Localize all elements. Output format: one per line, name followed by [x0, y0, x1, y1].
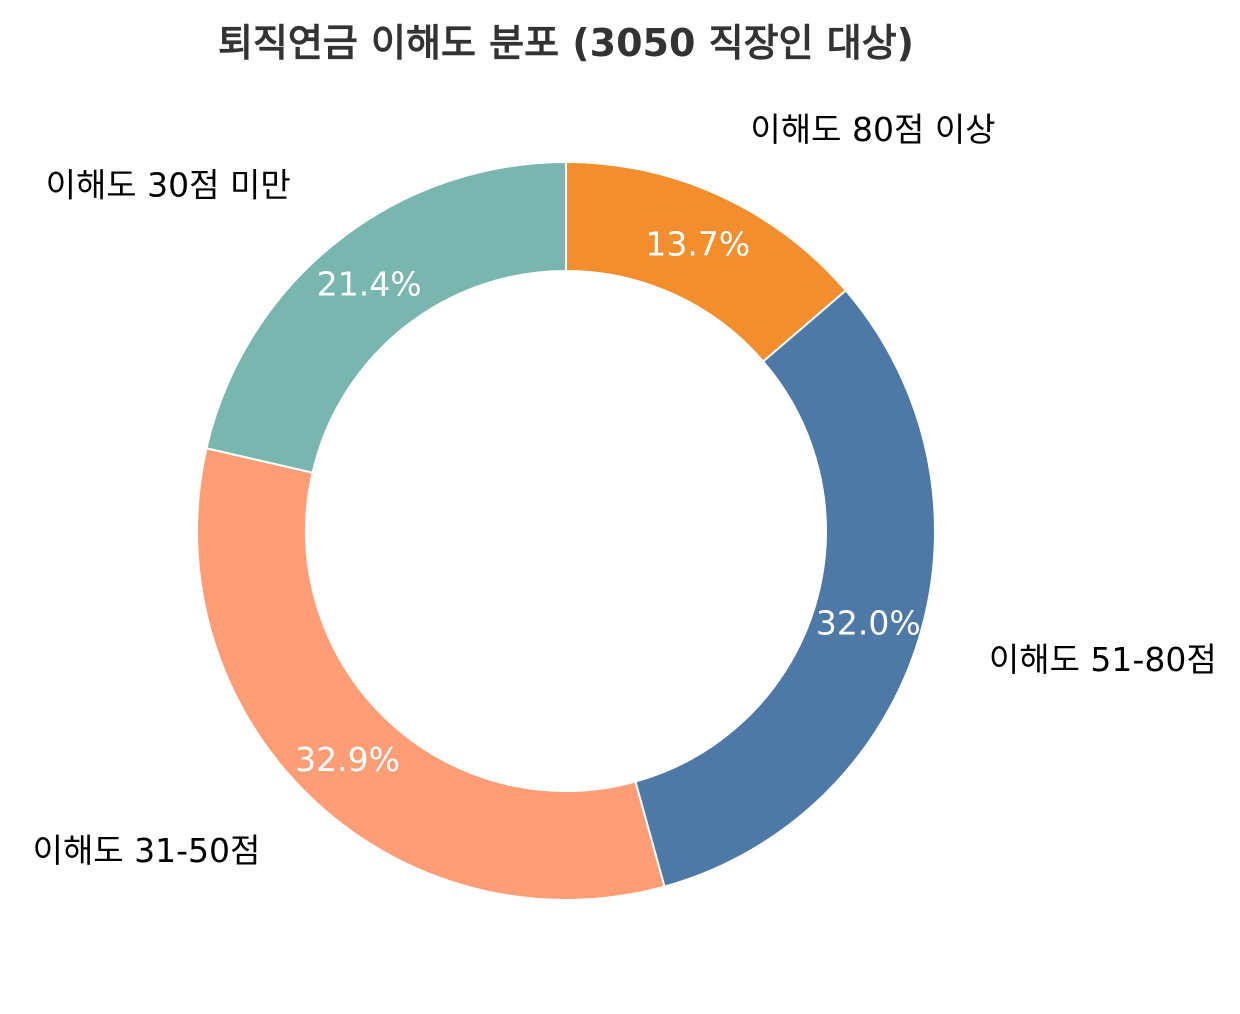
category-label-4: 이해도 30점 미만 [46, 166, 291, 205]
donut-slice-4 [205, 160, 567, 474]
category-label-2: 이해도 51-80점 [989, 640, 1217, 679]
donut-slice-3 [196, 447, 666, 901]
percent-label-2: 32.0% [816, 603, 921, 642]
category-label-3: 이해도 31-50점 [33, 831, 261, 870]
percent-label-4: 21.4% [317, 264, 422, 303]
chart-title: 퇴직연금 이해도 분포 (3050 직장인 대상) [218, 21, 914, 65]
percent-label-1: 13.7% [645, 224, 750, 263]
percent-label-3: 32.9% [295, 740, 400, 779]
slices-group [196, 160, 936, 901]
category-label-1: 이해도 80점 이상 [750, 110, 995, 149]
donut-slice-2 [634, 289, 936, 888]
percent-labels-group: 13.7% 32.0% 32.9% 21.4% [295, 224, 921, 778]
